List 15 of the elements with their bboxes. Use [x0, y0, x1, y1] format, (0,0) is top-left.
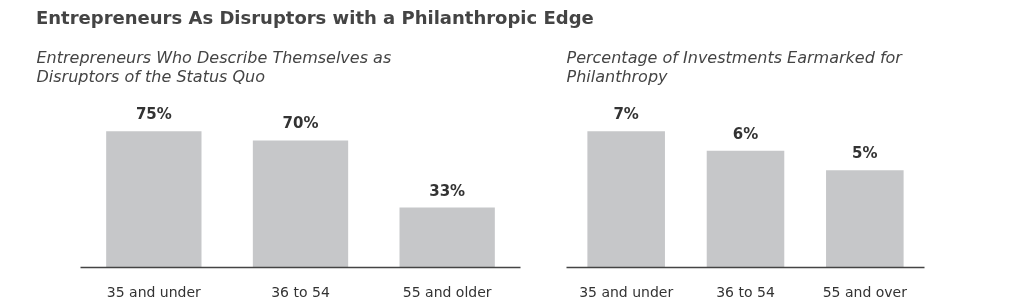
- data-label: 5%: [852, 144, 878, 163]
- data-label: 6%: [732, 124, 759, 143]
- x-tick-label: 35 and under: [579, 283, 674, 300]
- x-tick-label: 36 to 54: [716, 283, 775, 300]
- data-label: 75%: [135, 105, 172, 124]
- chart-subtitle: Percentage of Investments Earmarked for Philanthropy: [566, 47, 904, 86]
- chart-subtitle: Entrepreneurs Who Describe Themselves as Disruptors of the Status Quo: [36, 47, 392, 86]
- x-tick-label: 35 and under: [106, 283, 202, 300]
- data-label: 33%: [429, 181, 466, 200]
- data-label: 70%: [282, 114, 319, 133]
- chart-title: Entrepreneurs As Disruptors with a Philanthropic Edge: [36, 6, 594, 30]
- x-tick-label: 36 to 54: [271, 283, 330, 300]
- data-label: 7%: [613, 105, 639, 124]
- x-tick-label: 55 and over: [822, 283, 908, 300]
- x-tick-label: 55 and older: [402, 283, 492, 300]
